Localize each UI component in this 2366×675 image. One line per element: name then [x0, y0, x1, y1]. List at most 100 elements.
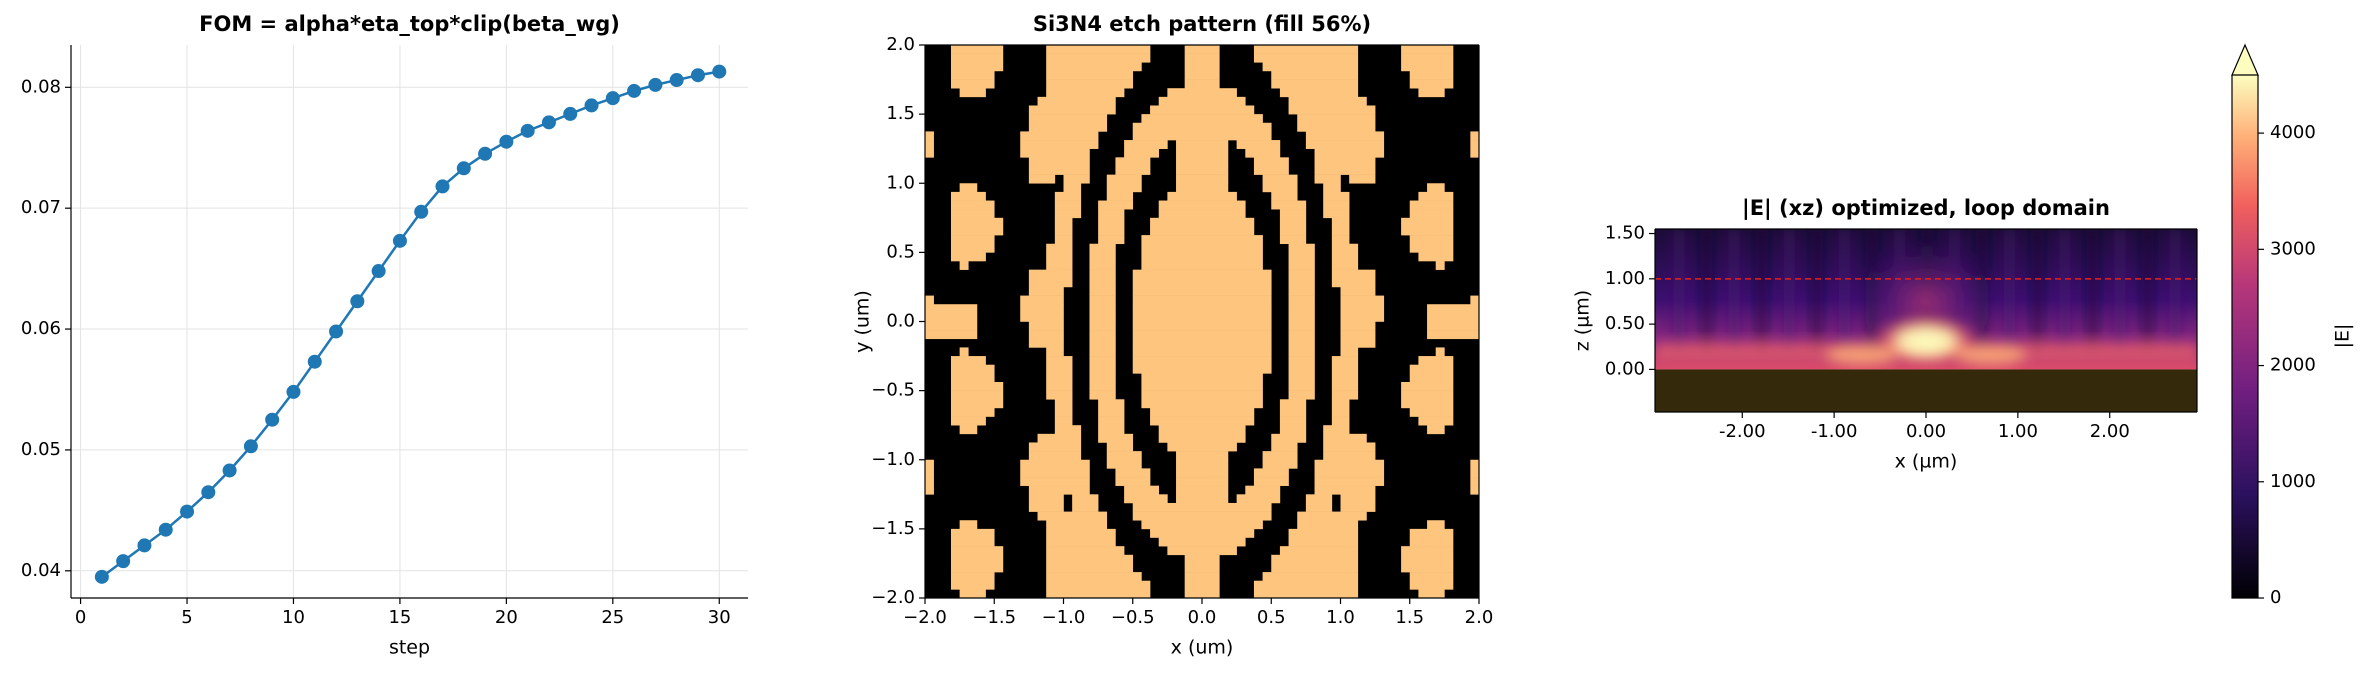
x-tick-label: -1.00	[1811, 421, 1858, 442]
pattern-cell	[1098, 433, 1134, 443]
pattern-cell	[1158, 433, 1246, 443]
pattern-cell	[1288, 338, 1315, 348]
pattern-cell	[950, 45, 1004, 54]
pattern-cell	[1020, 140, 1099, 149]
pattern-cell	[925, 140, 934, 149]
pattern-cell	[1418, 356, 1454, 366]
pattern-cell	[1046, 79, 1134, 89]
y-tick-label: −1.0	[871, 449, 915, 470]
pattern-cell	[1184, 580, 1220, 590]
pattern-cell	[1271, 554, 1359, 564]
pattern-cell	[1176, 165, 1229, 175]
pattern-cell	[1409, 79, 1454, 89]
pattern-cell	[1098, 235, 1125, 245]
pattern-cell	[1409, 209, 1454, 219]
x-tick-label: −1.0	[1042, 607, 1086, 628]
pattern-cell	[1115, 468, 1151, 478]
colorbar-tick-label: 1000	[2270, 471, 2316, 492]
pattern-cell	[1167, 442, 1237, 452]
pattern-cell	[1115, 157, 1151, 167]
pattern-cell	[1305, 502, 1333, 512]
pattern-cell	[1418, 88, 1445, 98]
x-tick-label: 20	[495, 607, 518, 628]
pattern-cell	[1141, 261, 1263, 270]
pattern-cell	[1089, 356, 1116, 366]
pattern-cell	[1089, 330, 1116, 340]
y-tick-label: 0.50	[1605, 313, 1645, 334]
pattern-cell	[1132, 295, 1272, 305]
pattern-cell	[1141, 520, 1263, 530]
pattern-cell	[1288, 243, 1315, 253]
pattern-cell	[1072, 502, 1099, 512]
x-tick-label: 10	[282, 607, 305, 628]
pattern-cell	[1323, 433, 1367, 443]
pattern-cell	[950, 563, 1004, 573]
pattern-cell	[1028, 157, 1090, 167]
pattern-cell	[950, 416, 986, 426]
pattern-cell	[1253, 477, 1289, 486]
pattern-cell	[1028, 502, 1064, 512]
pattern-cell	[1427, 330, 1480, 340]
pattern-cell	[1314, 485, 1376, 495]
pattern-cell	[1089, 390, 1116, 400]
pattern-cell	[950, 537, 995, 547]
field-hot	[1955, 345, 2026, 366]
pattern-cell	[1046, 520, 1108, 530]
pattern-cell	[1245, 485, 1281, 495]
pattern-cell	[1184, 572, 1220, 582]
pattern-cell	[1176, 148, 1229, 158]
pattern-cell	[1331, 416, 1350, 426]
y-tick-label: 1.50	[1605, 223, 1645, 244]
pattern-cell	[950, 243, 995, 253]
pattern-cell	[1089, 373, 1116, 383]
pattern-cell	[925, 477, 934, 486]
pattern-cell	[1106, 191, 1134, 201]
pattern-cell	[1132, 304, 1272, 314]
pattern-cell	[1046, 261, 1073, 270]
pattern-cell	[1331, 235, 1350, 245]
pattern-cell	[1124, 494, 1168, 504]
pattern-cell	[1028, 338, 1064, 348]
pattern-cell	[1262, 174, 1298, 184]
pattern-cell	[1167, 191, 1237, 201]
pattern-cell	[1046, 252, 1073, 262]
pattern-cell	[1132, 364, 1272, 374]
pattern-cell	[1331, 399, 1350, 409]
pattern-cell	[1305, 131, 1385, 141]
y-tick-label: 0.0	[886, 311, 915, 332]
pattern-cell	[1046, 373, 1073, 383]
pattern-cell	[950, 390, 1004, 400]
pattern-cell	[1331, 217, 1350, 227]
point	[116, 554, 131, 569]
pattern-cell	[1288, 269, 1315, 279]
point	[222, 463, 237, 478]
pattern-cell	[1037, 96, 1116, 106]
pattern-cell	[1184, 62, 1220, 72]
pattern-cell	[1132, 321, 1272, 331]
pattern-cell	[1132, 278, 1272, 288]
pattern-cell	[950, 356, 986, 366]
pattern-cell	[1167, 88, 1237, 98]
pattern-cell	[1054, 217, 1073, 227]
panel-title: Si3N4 etch pattern (fill 56%)	[1033, 12, 1371, 36]
pattern-cell	[1288, 390, 1315, 400]
pattern-cell	[1401, 546, 1454, 556]
pattern-cell	[1054, 209, 1082, 219]
pattern-cell	[1184, 70, 1220, 80]
pattern-cell	[1098, 399, 1125, 409]
pattern-cell	[1323, 442, 1376, 452]
pattern-cell	[1279, 209, 1307, 219]
field-stripe	[1755, 229, 1768, 350]
pattern-cell	[1323, 451, 1376, 461]
pattern-cell	[1314, 174, 1341, 184]
pattern-cell	[1470, 148, 1480, 158]
pattern-cell	[1054, 235, 1073, 245]
pattern-cell	[925, 330, 978, 340]
pattern-cell	[1176, 140, 1229, 149]
pattern-cell	[1470, 295, 1480, 305]
pattern-cell	[1132, 356, 1272, 366]
pattern-cell	[1470, 477, 1480, 486]
pattern-cell	[1271, 79, 1359, 89]
point	[265, 412, 280, 427]
pattern-cell	[1427, 312, 1480, 322]
